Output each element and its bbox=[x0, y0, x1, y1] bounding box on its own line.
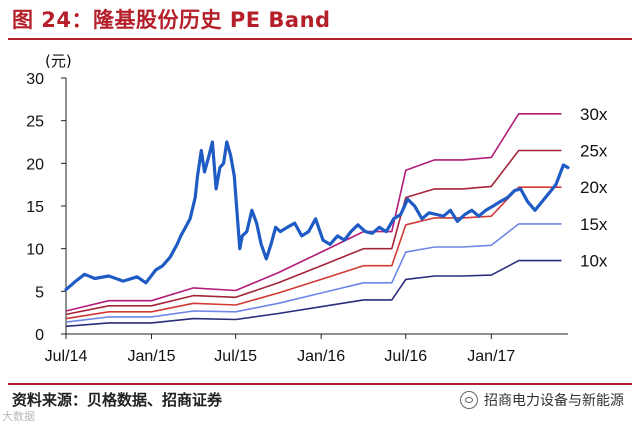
x-tick-label: Jul/15 bbox=[214, 348, 257, 365]
y-tick-label: 10 bbox=[26, 242, 44, 259]
band-line-25x bbox=[65, 149, 562, 316]
pe-band-chart: (元) 0 5 10 15 20 25 30 Jul/14 Jan/15 Jul/15 Jan/16 J… bbox=[26, 52, 608, 365]
price-line-layer bbox=[64, 140, 570, 292]
y-axis-unit: (元) bbox=[45, 52, 72, 70]
y-tick-label: 0 bbox=[35, 327, 44, 344]
band-label-10x: 10x bbox=[580, 252, 608, 271]
band-line-15x bbox=[65, 223, 562, 323]
band-label-20x: 20x bbox=[580, 178, 608, 197]
corner-logo: 大数据 bbox=[2, 410, 35, 423]
band-label-15x: 15x bbox=[580, 215, 608, 234]
band-labels: 10x 15x 20x 25x 30x bbox=[580, 105, 608, 271]
wechat-watermark: 招商电力设备与新能源 bbox=[460, 390, 624, 410]
band-label-30x: 30x bbox=[580, 105, 608, 124]
x-tick-label: Jul/14 bbox=[45, 348, 88, 365]
y-tick-label: 20 bbox=[26, 156, 44, 173]
y-tick-label: 25 bbox=[26, 114, 44, 131]
band-line-20x bbox=[65, 186, 562, 320]
watermark-text: 招商电力设备与新能源 bbox=[484, 393, 624, 409]
y-tick-label: 30 bbox=[26, 71, 44, 88]
y-tick-label: 5 bbox=[35, 284, 44, 301]
source-note: 资料来源：贝格数据、招商证券 bbox=[12, 391, 223, 409]
x-tick-label: Jan/16 bbox=[297, 348, 345, 365]
band-label-25x: 25x bbox=[580, 142, 608, 161]
x-tick-label: Jul/16 bbox=[384, 348, 427, 365]
chart-axes: (元) 0 5 10 15 20 25 30 Jul/14 Jan/15 Jul/15 Jan/16 J… bbox=[26, 52, 568, 365]
band-line-10x bbox=[65, 259, 562, 328]
title-divider bbox=[8, 38, 632, 40]
price-line bbox=[64, 140, 570, 292]
figure-title: 图 24：隆基股份历史 PE Band bbox=[12, 8, 331, 32]
x-tick-label: Jan/15 bbox=[128, 348, 176, 365]
y-tick-label: 15 bbox=[26, 199, 44, 216]
wechat-icon bbox=[460, 391, 478, 409]
source-divider bbox=[8, 383, 632, 385]
x-tick-label: Jan/17 bbox=[467, 348, 515, 365]
